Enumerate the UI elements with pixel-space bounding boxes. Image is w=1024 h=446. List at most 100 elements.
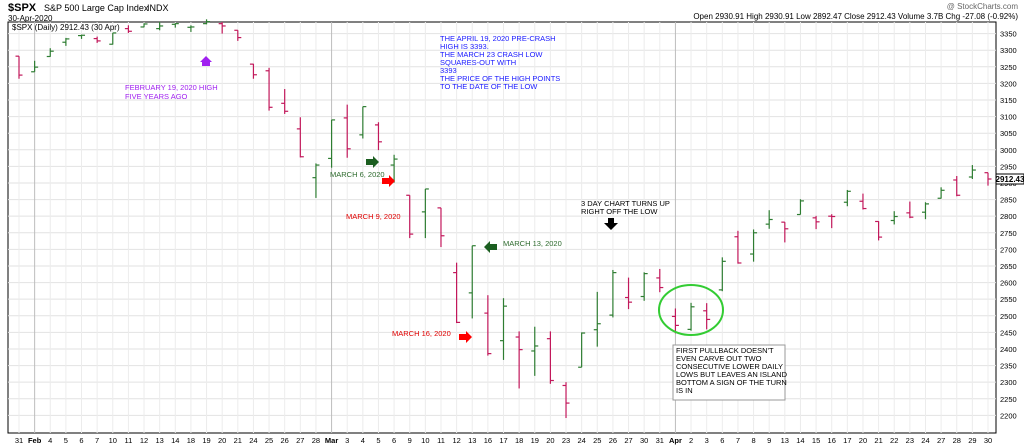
index-name: S&P 500 Large Cap Index (44, 3, 149, 13)
ohlc-bar (984, 172, 992, 186)
ohlc-bar (875, 220, 883, 241)
ohlc-bar (593, 291, 601, 347)
y-axis: 2200 2250 2300 2350 2400 2450 2500 2550 2600 2650… (1000, 30, 1017, 421)
april-note-line6: THE PRICE OF THE HIGH POINTS (440, 74, 560, 83)
y-tick-label: 2950 (1000, 162, 1017, 171)
ohlc-bar (687, 302, 695, 331)
x-tick-label: 14 (171, 436, 179, 445)
y-tick-label: 3250 (1000, 63, 1017, 72)
x-tick-label: 23 (906, 436, 914, 445)
x-tick-label: 31 (15, 436, 23, 445)
april-note-line4: SQUARES-OUT WITH (440, 58, 516, 67)
ohlc-bar (843, 189, 851, 207)
ohlc-bar (390, 154, 398, 183)
x-tick-label: 9 (408, 436, 412, 445)
ohlc-bar (46, 48, 54, 58)
ohlc-bar (968, 165, 976, 179)
ohlc-bar (671, 308, 679, 334)
ohlc-bar (249, 63, 257, 79)
pullback-note-line1: FIRST PULLBACK DOESN'T (676, 346, 774, 355)
ohlc-bar (374, 122, 382, 151)
ohlc-bar (515, 331, 523, 389)
ohlc-bar (437, 207, 445, 248)
ohlc-bar (156, 21, 164, 31)
march6-right-arrow-icon (366, 156, 379, 168)
x-tick-label: 21 (874, 436, 882, 445)
x-tick-label: 31 (656, 436, 664, 445)
x-tick-label: 2 (689, 436, 693, 445)
march6-label: MARCH 6, 2020 (330, 170, 385, 179)
x-tick-label: 6 (79, 436, 83, 445)
pullback-note-line5: BOTTOM A SIGN OF THE TURN (676, 378, 787, 387)
y-tick-label: 2750 (1000, 229, 1017, 238)
ohlc-bar (609, 269, 617, 318)
pullback-note-line3: CONSECUTIVE LOWER DAILY (676, 362, 783, 371)
y-tick-label: 2700 (1000, 245, 1017, 254)
x-tick-label: 24 (921, 436, 929, 445)
ohlc-bar (953, 176, 961, 197)
watermark: @ StockCharts.com (947, 2, 1019, 11)
x-tick-label: 4 (361, 436, 365, 445)
ohlc-bar (359, 106, 367, 139)
feb-high-up-arrow-icon (200, 56, 212, 66)
ohlc-bar (203, 19, 211, 25)
y-tick-label: 2600 (1000, 279, 1017, 288)
x-tick-label: 17 (843, 436, 851, 445)
ohlc-bar (640, 272, 648, 301)
x-tick-label: 8 (751, 436, 755, 445)
y-tick-label: 2300 (1000, 378, 1017, 387)
x-tick-label: 29 (968, 436, 976, 445)
ohlc-bar (468, 245, 476, 319)
march16-label: MARCH 16, 2020 (392, 329, 451, 338)
x-tick-label: 11 (125, 436, 133, 445)
ohlc-bar (109, 32, 117, 45)
ohlc-bar (500, 298, 507, 360)
ohlc-bar (781, 221, 789, 243)
ohlc-bar (937, 187, 945, 199)
x-tick-label: 19 (202, 436, 210, 445)
ohlc-bar (812, 215, 820, 230)
ohlc-bar (31, 60, 39, 73)
x-axis: 31 Feb 4 5 6 7 10 11 12 13 14 18 19 20 21 24 25 26 27 28 Mar… (15, 436, 992, 445)
ohlc-bar (531, 326, 539, 376)
x-tick-label: 20 (859, 436, 867, 445)
march13-left-arrow-icon (484, 241, 497, 253)
y-tick-label: 3300 (1000, 46, 1017, 55)
march9-label: MARCH 9, 2020 (346, 212, 401, 221)
ohlc-bar (421, 188, 429, 239)
ohlc-bar (328, 119, 336, 168)
ohlc-bar (140, 23, 148, 28)
x-tick-label: 13 (468, 436, 476, 445)
x-tick-label: 11 (437, 436, 445, 445)
y-tick-label: 3100 (1000, 113, 1017, 122)
april-note: THE APRIL 19, 2020 PRE-CRASH HIGH IS 339… (440, 34, 560, 91)
ohlc-bar (562, 382, 570, 419)
ohlc-bar (218, 21, 226, 34)
ohlc-bar (124, 25, 132, 33)
feb-high-note-line1: FEBRUARY 19, 2020 HIGH (125, 83, 218, 92)
pullback-note: FIRST PULLBACK DOESN'T EVEN CARVE OUT TW… (676, 346, 788, 395)
ohlc-bar (890, 211, 898, 225)
x-tick-label: 5 (64, 436, 68, 445)
x-tick-label: 5 (376, 436, 380, 445)
y-tick-label: 3050 (1000, 129, 1017, 138)
x-tick-label: Apr (669, 436, 682, 445)
x-tick-label: 7 (95, 436, 99, 445)
ohlc-bar (765, 210, 773, 229)
three-day-note-line2: RIGHT OFF THE LOW (581, 207, 658, 216)
exchange-label: INDX (147, 3, 169, 13)
x-tick-label: 28 (312, 436, 320, 445)
april-note-line7: TO THE DATE OF THE LOW (440, 82, 538, 91)
april-note-line1: THE APRIL 19, 2020 PRE-CRASH (440, 34, 556, 43)
x-tick-label: 6 (720, 436, 724, 445)
x-tick-label: 18 (515, 436, 523, 445)
y-tick-label: 2400 (1000, 345, 1017, 354)
x-tick-label: 14 (796, 436, 804, 445)
x-tick-label: 4 (48, 436, 52, 445)
x-tick-label: 13 (781, 436, 789, 445)
y-tick-label: 3150 (1000, 96, 1017, 105)
ohlc-bar (15, 55, 23, 79)
ohlc-bar (234, 29, 242, 41)
y-tick-label: 2350 (1000, 362, 1017, 371)
